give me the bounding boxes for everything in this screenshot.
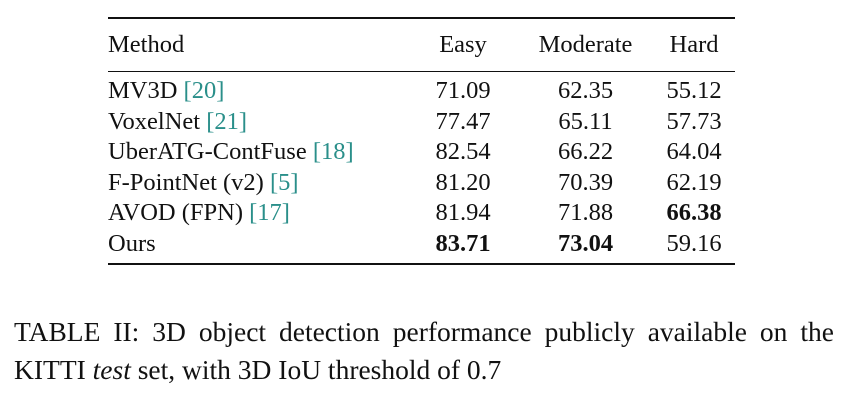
hard-score-cell: 55.12 bbox=[666, 77, 722, 105]
hard-score-cell: 57.73 bbox=[666, 107, 722, 135]
moderate-score-cell: 70.39 bbox=[557, 168, 614, 196]
easy-score-cell: 81.94 bbox=[435, 199, 491, 227]
header-hard: Hard bbox=[669, 30, 719, 58]
hard-score-cell: 64.04 bbox=[666, 138, 722, 166]
citation-link[interactable]: [17] bbox=[249, 199, 290, 227]
caption-italic: test bbox=[92, 354, 131, 385]
easy-score-cell: 77.47 bbox=[435, 107, 491, 135]
citation-link[interactable]: [21] bbox=[206, 107, 248, 135]
moderate-score-cell: 71.88 bbox=[557, 199, 614, 227]
results-table: Method Easy Moderate Hard MV3D [20] 71.09… bbox=[108, 17, 735, 265]
easy-score-cell: 71.09 bbox=[435, 77, 491, 105]
moderate-score-cell: 73.04 bbox=[557, 230, 614, 258]
moderate-score-cell: 66.22 bbox=[557, 138, 614, 166]
header-method: Method bbox=[108, 30, 185, 58]
method-cell: Ours bbox=[108, 229, 408, 264]
citation-link[interactable]: [20] bbox=[183, 77, 225, 105]
citation-link[interactable]: [5] bbox=[269, 168, 299, 196]
hard-score-cell: 66.38 bbox=[666, 199, 722, 227]
table-row: F-PointNet (v2) [5] 81.20 70.39 62.19 bbox=[108, 168, 735, 199]
results-table-container: Method Easy Moderate Hard MV3D [20] 71.09… bbox=[108, 17, 735, 265]
table-body: MV3D [20] 71.09 62.35 55.12 VoxelNet [21] 77.… bbox=[108, 71, 735, 264]
easy-score-cell: 82.54 bbox=[435, 138, 491, 166]
method-name: UberATG-ContFuse bbox=[108, 138, 307, 166]
table-caption: TABLE II: 3D object detection performanc… bbox=[14, 313, 834, 389]
citation-link[interactable]: [18] bbox=[312, 138, 354, 166]
easy-score-cell: 81.20 bbox=[435, 168, 491, 196]
method-cell: AVOD (FPN) [17] bbox=[108, 198, 408, 229]
header-moderate: Moderate bbox=[538, 30, 633, 58]
table-header-row: Method Easy Moderate Hard bbox=[108, 18, 735, 72]
moderate-score-cell: 65.11 bbox=[558, 107, 613, 135]
hard-score-cell: 59.16 bbox=[666, 230, 722, 258]
table-row: MV3D [20] 71.09 62.35 55.12 bbox=[108, 71, 735, 107]
method-name: VoxelNet bbox=[108, 107, 201, 135]
method-cell: VoxelNet [21] bbox=[108, 107, 408, 138]
method-cell: MV3D [20] bbox=[108, 72, 408, 107]
method-cell: F-PointNet (v2) [5] bbox=[108, 168, 408, 199]
caption-label: TABLE II: bbox=[14, 316, 140, 347]
method-name: F-PointNet (v2) bbox=[108, 168, 264, 196]
table-row: Ours 83.71 73.04 59.16 bbox=[108, 229, 735, 264]
moderate-score-cell: 62.35 bbox=[557, 77, 614, 105]
table-row: VoxelNet [21] 77.47 65.11 57.73 bbox=[108, 107, 735, 138]
method-name: MV3D bbox=[108, 77, 178, 105]
easy-score-cell: 83.71 bbox=[435, 230, 491, 258]
caption-text-before: 3D object detection performance publicly… bbox=[14, 316, 834, 385]
table-row: AVOD (FPN) [17] 81.94 71.88 66.38 bbox=[108, 198, 735, 229]
caption-text-after: set, with 3D IoU threshold of 0.7 bbox=[130, 354, 502, 385]
method-name: Ours bbox=[108, 230, 156, 258]
table-row: UberATG-ContFuse [18] 82.54 66.22 64.04 bbox=[108, 137, 735, 168]
header-easy: Easy bbox=[439, 30, 487, 58]
hard-score-cell: 62.19 bbox=[666, 168, 722, 196]
method-name: AVOD (FPN) bbox=[108, 199, 244, 227]
method-cell: UberATG-ContFuse [18] bbox=[108, 137, 408, 168]
